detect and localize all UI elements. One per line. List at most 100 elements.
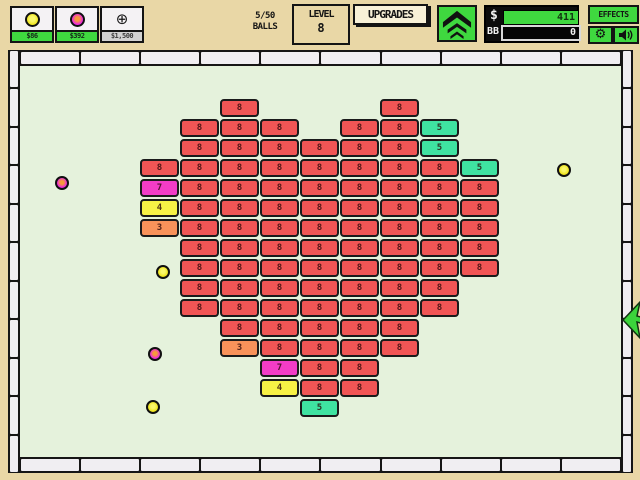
brick[interactable]: 8: [300, 339, 339, 357]
brick[interactable]: 8: [380, 219, 419, 237]
brick[interactable]: 8: [340, 379, 379, 397]
brick[interactable]: 8: [220, 159, 259, 177]
brick[interactable]: 8: [260, 199, 299, 217]
brick[interactable]: 8: [260, 279, 299, 297]
brick[interactable]: 8: [300, 219, 339, 237]
brick[interactable]: 8: [220, 299, 259, 317]
brick[interactable]: 8: [220, 179, 259, 197]
brick[interactable]: 8: [300, 379, 339, 397]
brick[interactable]: 8: [380, 119, 419, 137]
brick[interactable]: 8: [460, 199, 499, 217]
brick[interactable]: 3: [220, 339, 259, 357]
brick[interactable]: 8: [460, 259, 499, 277]
brick[interactable]: 8: [300, 199, 339, 217]
brick[interactable]: 8: [340, 119, 379, 137]
brick[interactable]: 5: [300, 399, 339, 417]
shop-item-pink-ball[interactable]: $392: [55, 6, 99, 43]
brick[interactable]: 8: [300, 159, 339, 177]
brick[interactable]: 4: [260, 379, 299, 397]
brick[interactable]: 8: [300, 359, 339, 377]
brick[interactable]: 8: [340, 359, 379, 377]
brick[interactable]: 8: [300, 279, 339, 297]
brick[interactable]: 8: [340, 159, 379, 177]
brick[interactable]: 8: [260, 319, 299, 337]
brick[interactable]: 8: [220, 99, 259, 117]
brick[interactable]: 8: [180, 199, 219, 217]
brick[interactable]: 8: [300, 139, 339, 157]
brick[interactable]: 8: [340, 139, 379, 157]
effects-button[interactable]: EFFECTS: [588, 5, 639, 24]
brick[interactable]: 8: [180, 159, 219, 177]
brick[interactable]: 8: [420, 199, 459, 217]
brick[interactable]: 8: [340, 339, 379, 357]
brick[interactable]: 8: [260, 299, 299, 317]
brick[interactable]: 8: [340, 219, 379, 237]
brick[interactable]: 8: [220, 219, 259, 237]
brick[interactable]: 8: [260, 139, 299, 157]
prestige-button[interactable]: [437, 5, 477, 42]
brick[interactable]: 8: [380, 179, 419, 197]
brick[interactable]: 8: [340, 239, 379, 257]
brick[interactable]: 8: [460, 179, 499, 197]
brick[interactable]: 8: [460, 219, 499, 237]
brick[interactable]: 8: [380, 259, 419, 277]
brick[interactable]: 8: [260, 239, 299, 257]
brick[interactable]: 8: [220, 119, 259, 137]
brick[interactable]: 8: [260, 339, 299, 357]
brick[interactable]: 8: [380, 239, 419, 257]
brick[interactable]: 8: [260, 159, 299, 177]
brick[interactable]: 8: [340, 299, 379, 317]
brick[interactable]: 8: [460, 239, 499, 257]
brick[interactable]: 8: [340, 279, 379, 297]
brick[interactable]: 8: [220, 199, 259, 217]
brick[interactable]: 8: [380, 319, 419, 337]
brick[interactable]: 8: [180, 179, 219, 197]
brick[interactable]: 8: [300, 299, 339, 317]
brick[interactable]: 8: [380, 99, 419, 117]
brick[interactable]: 8: [180, 219, 219, 237]
brick[interactable]: 8: [300, 239, 339, 257]
brick[interactable]: 8: [420, 219, 459, 237]
shop-item-new-slot[interactable]: ⊕ $1,500: [100, 6, 144, 43]
brick[interactable]: 8: [380, 159, 419, 177]
brick[interactable]: 8: [420, 179, 459, 197]
brick[interactable]: 8: [220, 279, 259, 297]
brick[interactable]: 8: [260, 179, 299, 197]
brick[interactable]: 8: [420, 279, 459, 297]
brick[interactable]: 5: [460, 159, 499, 177]
brick[interactable]: 8: [340, 259, 379, 277]
brick[interactable]: 8: [340, 319, 379, 337]
brick[interactable]: 4: [140, 199, 179, 217]
shop-item-yellow-ball[interactable]: $86: [10, 6, 54, 43]
brick[interactable]: 8: [180, 139, 219, 157]
brick[interactable]: 5: [420, 119, 459, 137]
brick[interactable]: 8: [340, 199, 379, 217]
sound-button[interactable]: [613, 26, 639, 44]
brick[interactable]: 8: [380, 279, 419, 297]
brick[interactable]: 8: [260, 219, 299, 237]
brick[interactable]: 8: [420, 259, 459, 277]
brick[interactable]: 8: [220, 319, 259, 337]
brick[interactable]: 8: [340, 179, 379, 197]
brick[interactable]: 8: [380, 299, 419, 317]
brick[interactable]: 8: [420, 159, 459, 177]
brick[interactable]: 8: [180, 119, 219, 137]
brick[interactable]: 8: [180, 279, 219, 297]
upgrades-button[interactable]: UPGRADES: [353, 4, 428, 25]
brick[interactable]: 8: [220, 239, 259, 257]
brick[interactable]: 7: [140, 179, 179, 197]
brick[interactable]: 8: [300, 179, 339, 197]
brick[interactable]: 3: [140, 219, 179, 237]
brick[interactable]: 8: [300, 259, 339, 277]
brick[interactable]: 8: [260, 259, 299, 277]
brick[interactable]: 7: [260, 359, 299, 377]
brick[interactable]: 8: [420, 239, 459, 257]
brick[interactable]: 8: [420, 299, 459, 317]
brick[interactable]: 8: [380, 339, 419, 357]
brick[interactable]: 8: [180, 299, 219, 317]
brick[interactable]: 8: [220, 259, 259, 277]
brick[interactable]: 8: [180, 259, 219, 277]
brick[interactable]: 8: [300, 319, 339, 337]
brick[interactable]: 8: [140, 159, 179, 177]
brick[interactable]: 8: [380, 199, 419, 217]
